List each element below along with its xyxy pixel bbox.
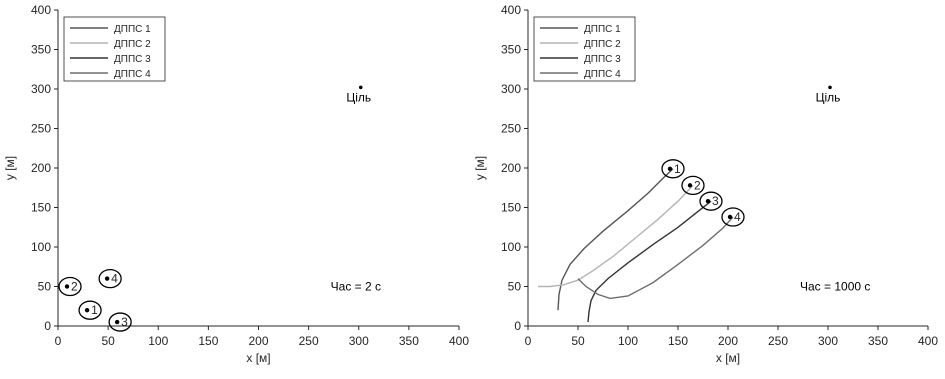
chart2-y-tick-label: 250: [501, 122, 521, 136]
chart1-agent-label: 1: [91, 303, 98, 317]
chart2-agent-ring: [661, 159, 685, 179]
chart1-y-tick-label: 250: [31, 122, 51, 136]
chart2-x-axis-label: x [м]: [716, 351, 740, 365]
chart2-x-tick-label: 150: [668, 334, 688, 348]
chart1-target-dot: [358, 85, 363, 90]
chart2-target-dot: [828, 85, 832, 90]
chart1-agent-label: 2: [71, 280, 78, 294]
chart2-y-tick-label: 400: [501, 3, 521, 17]
chart1-y-tick-label: 400: [31, 3, 51, 17]
chart2-legend-entry: ДППС 1: [584, 24, 621, 35]
chart1-agent-ring: [108, 312, 132, 332]
chart2-series-line-3: [587, 200, 712, 323]
chart1-agent-ring: [58, 276, 82, 297]
chart2-agent-3: 3: [699, 191, 723, 211]
chart2-y-tick-label: 0: [514, 319, 521, 333]
chart1-y-tick-label: 0: [44, 319, 51, 333]
chart1-agent-ring: [98, 268, 122, 289]
chart2-y-tick-label: 200: [501, 161, 521, 175]
chart2-legend-entry: ДППС 3: [584, 54, 621, 65]
chart2-x-tick-label: 0: [525, 334, 532, 348]
chart1-x-tick-label: 350: [399, 334, 419, 348]
chart1-y-tick-label: 100: [31, 240, 51, 254]
chart2-agent-1: 1: [661, 159, 685, 179]
chart1-x-tick-label: 0: [55, 334, 62, 348]
chart2-target-label: Ціль: [816, 90, 841, 104]
chart2-agent-label: 1: [674, 162, 681, 176]
chart1-agent-dot: [104, 276, 110, 281]
chart2-series-line-4: [577, 216, 734, 300]
chart1-agent-label: 3: [121, 315, 128, 329]
chart2-x-tick-label: 300: [818, 334, 838, 348]
chart2-x-tick-label: 400: [918, 334, 938, 348]
chart1-agent-2: 2: [58, 276, 82, 297]
chart2-y-axis-label: y [м]: [473, 156, 487, 180]
chart2-legend-entry: ДППС 4: [584, 69, 621, 80]
chart1-time-annotation: Час = 2 с: [331, 280, 381, 294]
chart1-agent-1: 1: [78, 300, 102, 320]
chart2-x-tick-label: 50: [571, 334, 585, 348]
chart2-agent-dot: [687, 183, 693, 188]
chart2-agent-label: 4: [734, 210, 741, 224]
chart2-series-line-1: [557, 168, 674, 311]
chart2-x-tick-label: 200: [718, 334, 738, 348]
chart2-legend-entry: ДППС 2: [584, 39, 621, 50]
chart1-agent-4: 4: [98, 268, 122, 289]
chart2-agent-4: 4: [721, 207, 745, 227]
chart1-agent-label: 4: [111, 272, 118, 286]
chart1-x-tick-label: 150: [198, 334, 218, 348]
chart1-x-tick-label: 250: [299, 334, 319, 348]
chart2-series-line-2: [538, 184, 694, 288]
chart1-agent-dot: [84, 308, 90, 313]
chart2-agent-label: 2: [694, 178, 701, 192]
chart2-x-tick-label: 100: [618, 334, 638, 348]
chart1-legend-entry: ДППС 3: [114, 54, 151, 65]
chart2-x-tick-label: 250: [768, 334, 788, 348]
chart2-agent-label: 3: [712, 194, 719, 208]
chart2-agent-dot: [667, 166, 673, 171]
chart1-x-tick-label: 400: [449, 334, 469, 348]
chart1-x-tick-label: 50: [101, 334, 115, 348]
chart2-agent-ring: [699, 191, 723, 211]
chart2-agent-2: 2: [681, 175, 705, 196]
chart1-legend-entry: ДППС 2: [114, 39, 151, 50]
chart1-panel: 0 50 100 150 200 250 300 350 400 0 50 100 150 200 250 3…: [3, 3, 469, 365]
chart1-legend-entry: ДППС 1: [114, 24, 151, 35]
chart1-x-axis-label: x [м]: [246, 351, 270, 365]
chart2-panel: 0 50 100 150 200 250 300 350 400 0 50 100 150 200 250 3…: [473, 3, 938, 365]
chart1-legend: ДППС 1 ДППС 2 ДППС 3 ДППС 4: [63, 16, 166, 82]
chart2-agent-ring: [721, 207, 745, 227]
chart1-x-tick-label: 300: [349, 334, 369, 348]
chart1-agent-ring: [78, 300, 102, 320]
chart1-y-tick-label: 150: [31, 201, 51, 215]
chart2-legend: ДППС 1 ДППС 2 ДППС 3 ДППС 4: [533, 16, 636, 82]
chart2-agent-dot: [705, 198, 711, 204]
chart2-y-tick-label: 50: [508, 280, 522, 294]
chart2-time-annotation: Час = 1000 с: [800, 280, 870, 294]
chart1-agent-3: 3: [108, 312, 132, 332]
chart1-y-tick-label: 50: [38, 280, 52, 294]
chart2-x-tick-label: 350: [868, 334, 888, 348]
chart1-y-tick-label: 350: [31, 43, 51, 57]
chart2-y-tick-label: 300: [501, 82, 521, 96]
chart2-y-tick-label: 100: [501, 240, 521, 254]
chart2-agent-ring: [681, 175, 705, 196]
chart1-x-tick-label: 200: [248, 334, 268, 348]
chart1-y-axis-label: y [м]: [3, 156, 17, 180]
chart1-y-tick-label: 300: [31, 82, 51, 96]
chart1-target-label: Ціль: [346, 90, 371, 104]
chart2-agent-dot: [727, 214, 733, 220]
chart2-y-tick-label: 150: [501, 201, 521, 215]
chart1-y-tick-label: 200: [31, 161, 51, 175]
chart2-y-tick-label: 350: [501, 43, 521, 57]
chart1-agent-dot: [114, 319, 120, 325]
chart1-legend-entry: ДППС 4: [114, 69, 151, 80]
chart1-agent-dot: [64, 284, 70, 289]
chart1-x-tick-label: 100: [148, 334, 168, 348]
